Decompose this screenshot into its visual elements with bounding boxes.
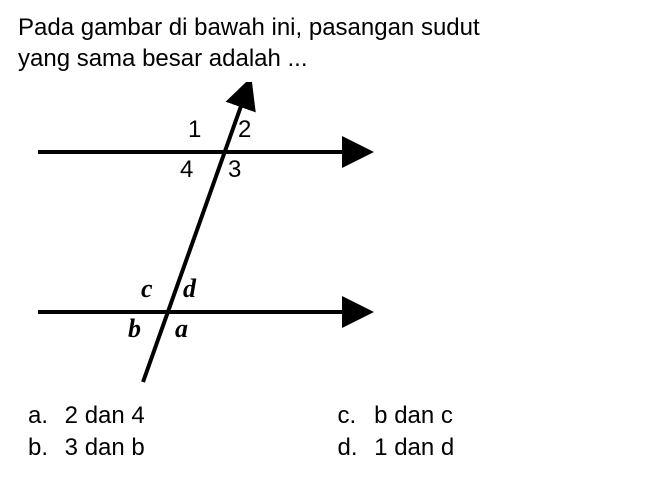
answer-options: a. 2 dan 4 c. b dan c b. 3 dan b d. 1 da… bbox=[28, 402, 627, 462]
angle-label-b: b bbox=[128, 314, 141, 344]
question-line2: yang sama besar adalah ... bbox=[18, 45, 308, 72]
option-c-label: c. bbox=[338, 402, 368, 430]
option-c[interactable]: c. b dan c bbox=[338, 402, 628, 430]
angle-label-3: 3 bbox=[228, 156, 241, 184]
angle-label-d: d bbox=[183, 274, 196, 304]
option-d-text: 1 dan d bbox=[374, 434, 454, 461]
angle-label-a: a bbox=[175, 314, 188, 344]
question-text: Pada gambar di bawah ini, pasangan sudut… bbox=[18, 12, 627, 74]
option-b-label: b. bbox=[28, 434, 58, 462]
geometry-diagram: 1 2 4 3 c d b a bbox=[28, 82, 388, 392]
option-d-label: d. bbox=[338, 434, 368, 462]
angle-label-2: 2 bbox=[238, 116, 251, 144]
option-d[interactable]: d. 1 dan d bbox=[338, 434, 628, 462]
diagram-svg bbox=[28, 82, 388, 392]
option-c-text: b dan c bbox=[374, 402, 453, 429]
question-line1: Pada gambar di bawah ini, pasangan sudut bbox=[18, 14, 480, 41]
option-a[interactable]: a. 2 dan 4 bbox=[28, 402, 318, 430]
option-a-label: a. bbox=[28, 402, 58, 430]
angle-label-1: 1 bbox=[188, 116, 201, 144]
option-a-text: 2 dan 4 bbox=[65, 402, 145, 429]
option-b-text: 3 dan b bbox=[65, 434, 145, 461]
angle-label-c: c bbox=[141, 274, 153, 304]
angle-label-4: 4 bbox=[180, 156, 193, 184]
option-b[interactable]: b. 3 dan b bbox=[28, 434, 318, 462]
